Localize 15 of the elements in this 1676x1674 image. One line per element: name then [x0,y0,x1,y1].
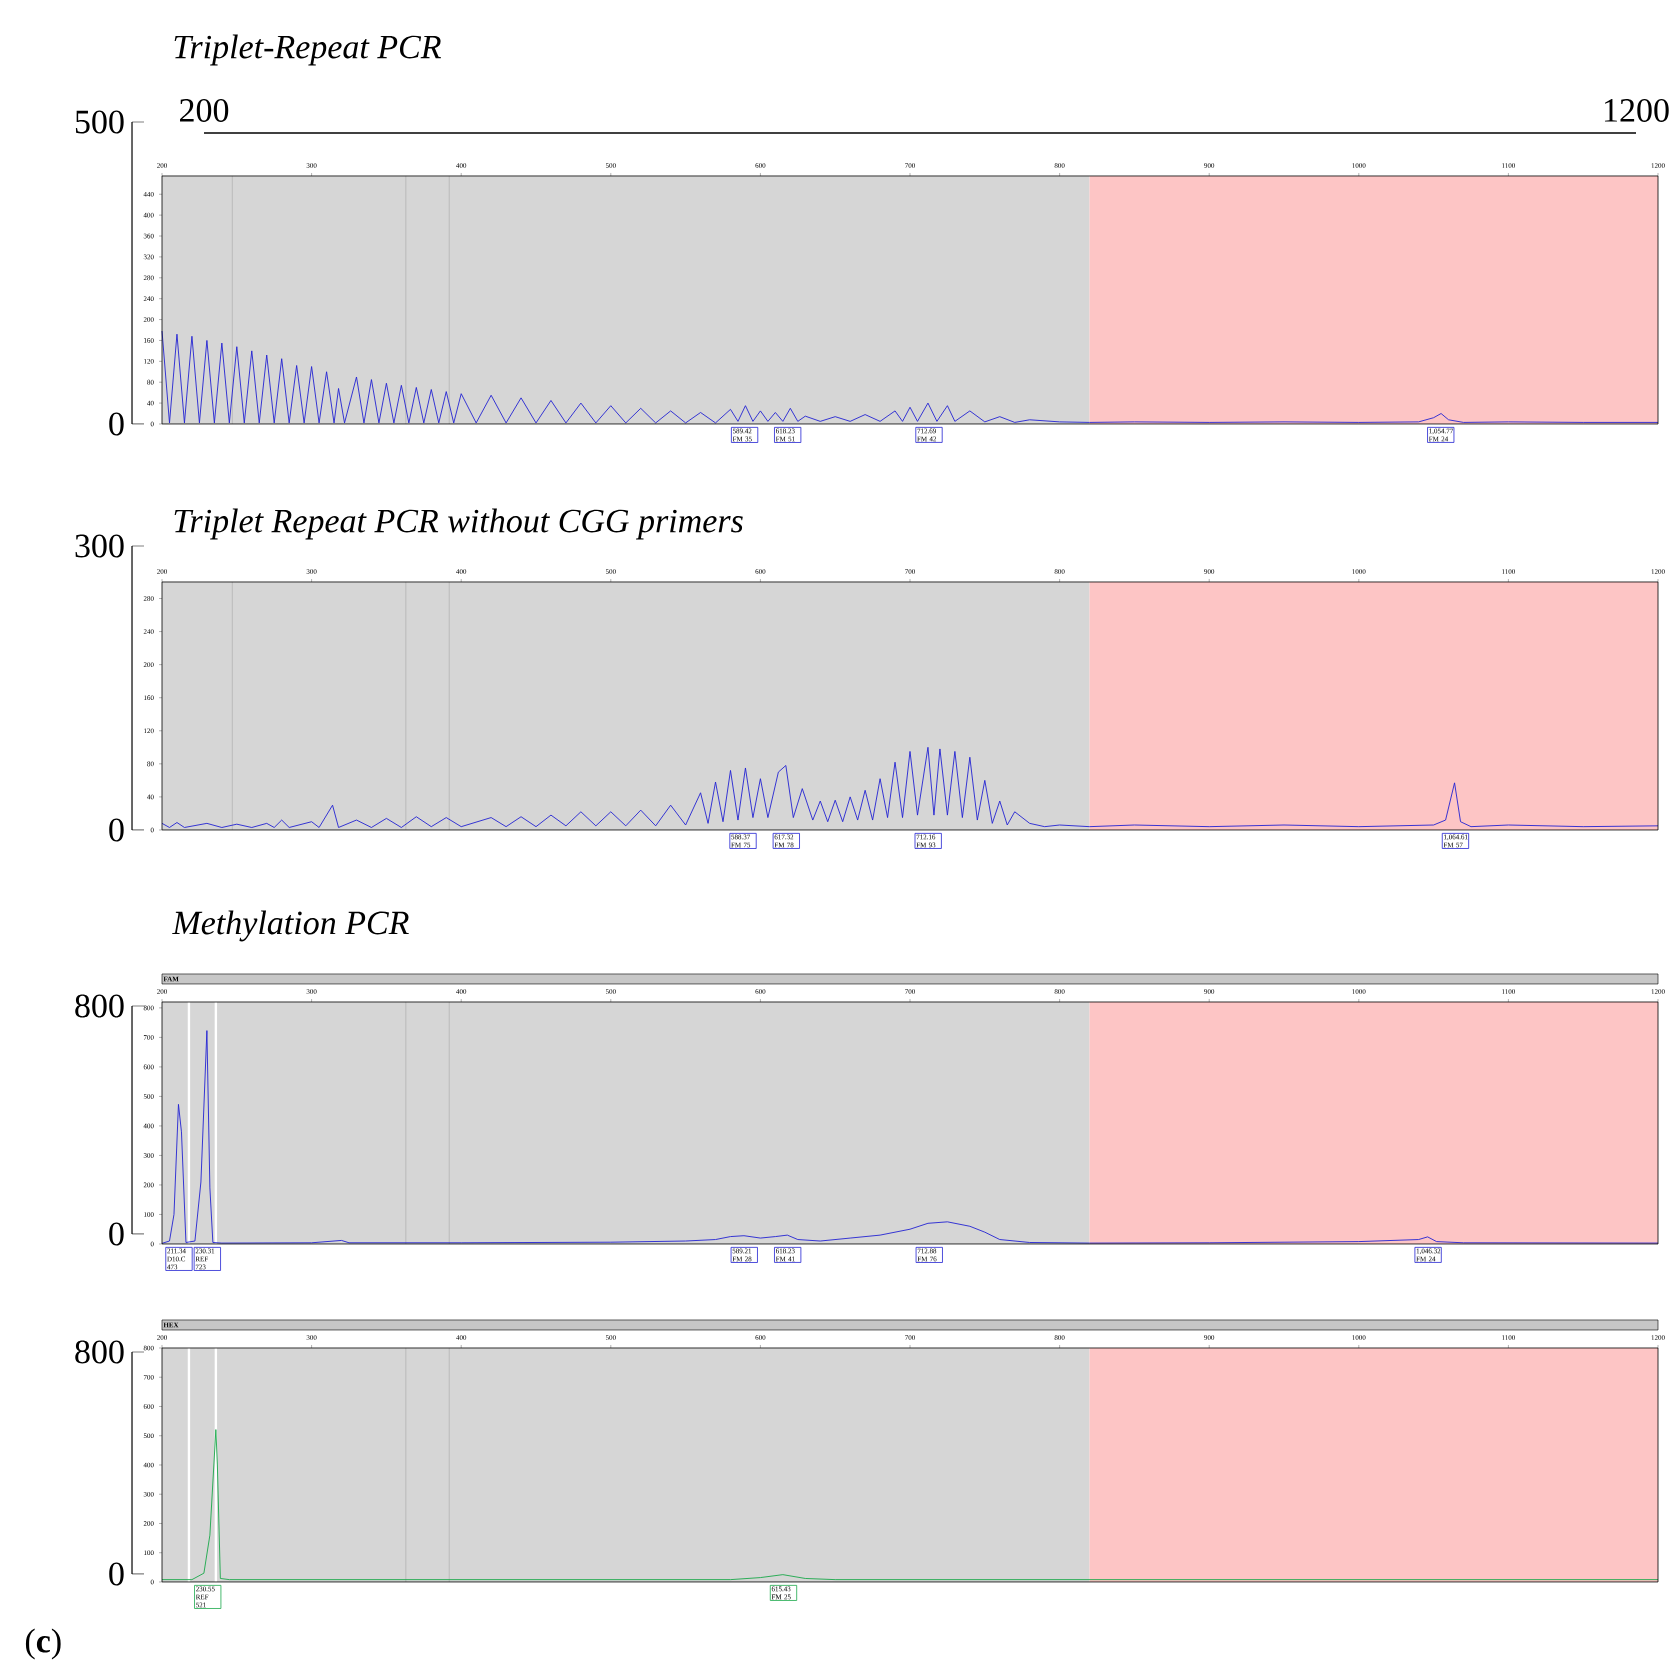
y2-tick-label: 0 [109,1562,124,1586]
y2-tick-label: 0 [109,1222,124,1246]
x2-tick-label: 1200 [1604,98,1669,122]
y2-tick-label: 500 [75,110,124,134]
chart-title: Methylation PCR [172,910,409,942]
text: (c) [25,1628,61,1660]
x2-tick-label: 200 [180,98,229,122]
y2-tick-label: 0 [109,412,124,436]
chart-title: Triplet Repeat PCR without CGG primers [174,508,743,540]
line-series [161,1030,1659,1244]
line-series [161,330,1659,424]
y2-tick-label: 0 [109,818,124,842]
chart-title: Triplet-Repeat PCR [174,34,441,66]
y2-tick-label: 300 [75,534,124,558]
line-series [161,746,1659,828]
